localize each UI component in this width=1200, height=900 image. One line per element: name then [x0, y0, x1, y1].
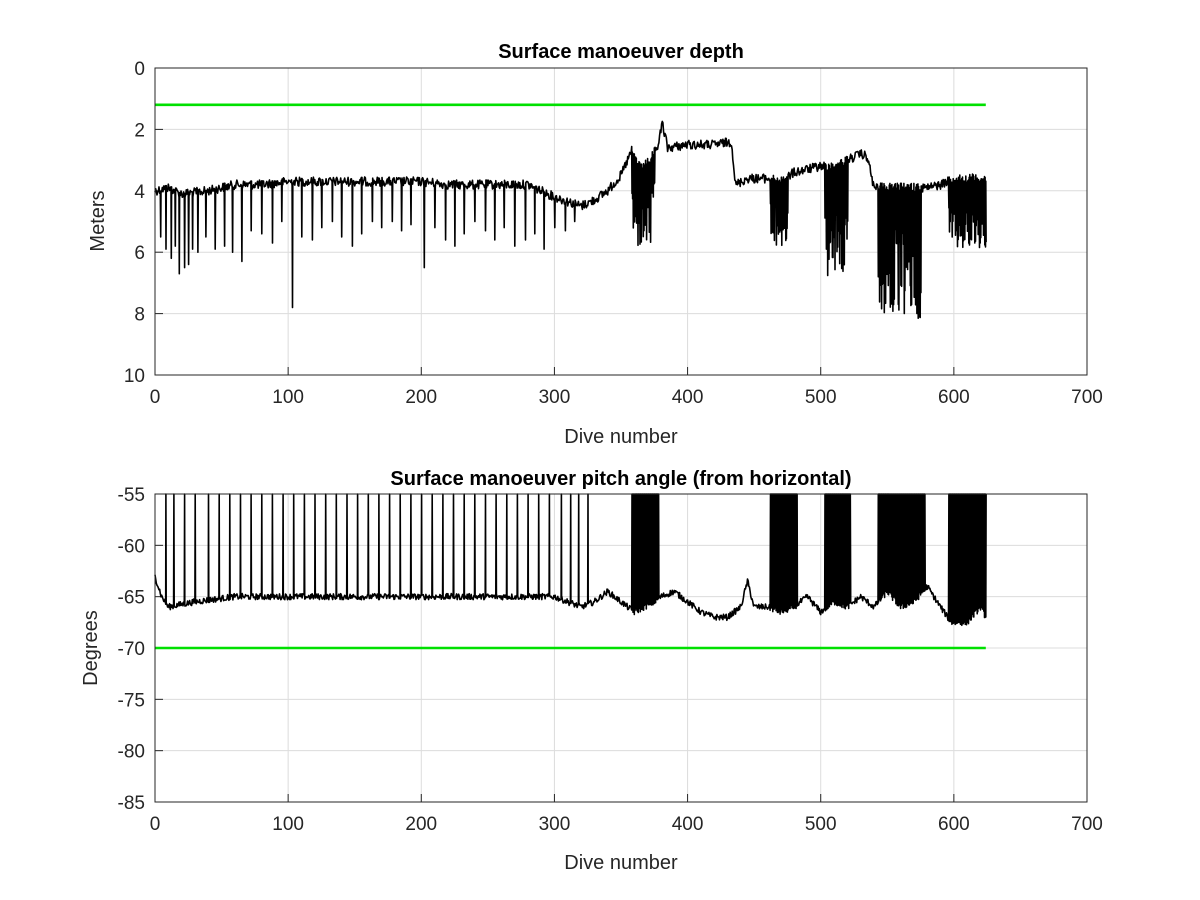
- data-series-line: [154, 493, 987, 627]
- x-tick-label: 700: [1071, 387, 1103, 408]
- x-tick-label: 300: [539, 387, 571, 408]
- pitch-chart-ylabel: Degrees: [80, 610, 102, 686]
- y-tick-label: -60: [118, 536, 145, 557]
- x-tick-label: 300: [539, 814, 571, 835]
- x-tick-label: 0: [150, 387, 161, 408]
- x-tick-label: 0: [150, 814, 161, 835]
- depth-chart-frame: [154, 67, 1088, 376]
- x-tick-label: 600: [938, 814, 970, 835]
- depth-chart: Surface manoeuver depth 0 100 200 300 400 500…: [87, 41, 1103, 448]
- y-tick-label: -85: [118, 793, 145, 814]
- x-tick-label: 400: [672, 387, 704, 408]
- depth-chart-title: Surface manoeuver depth: [498, 41, 744, 63]
- pitch-chart-xlabel: Dive number: [564, 852, 678, 874]
- y-tick-label: 4: [134, 182, 145, 203]
- pitch-chart-frame: [154, 493, 1088, 803]
- y-tick-label: 8: [134, 305, 145, 326]
- x-tick-label: 100: [272, 387, 304, 408]
- pitch-chart: Surface manoeuver pitch angle (from hori…: [80, 468, 1103, 874]
- y-tick-label: -70: [118, 639, 145, 660]
- x-tick-label: 600: [938, 387, 970, 408]
- x-tick-label: 500: [805, 814, 837, 835]
- y-tick-label: -80: [118, 742, 145, 763]
- depth-chart-xlabel: Dive number: [564, 426, 678, 448]
- depth-chart-grid: [154, 67, 1088, 376]
- depth-chart-ticks: 0 100 200 300 400 500 600 700 0 2 4 6 8 10: [124, 59, 1103, 408]
- pitch-chart-title: Surface manoeuver pitch angle (from hori…: [390, 468, 851, 490]
- depth-chart-ylabel: Meters: [87, 190, 109, 251]
- y-tick-label: 2: [134, 120, 145, 141]
- y-tick-label: 6: [134, 243, 145, 264]
- x-tick-label: 100: [272, 814, 304, 835]
- y-tick-label: -55: [118, 485, 145, 506]
- pitch-chart-ticks: 0 100 200 300 400 500 600 700 -55 -60 -65 -70 -75 -80…: [118, 485, 1103, 835]
- y-tick-label: 10: [124, 366, 145, 387]
- x-tick-label: 200: [405, 814, 437, 835]
- pitch-chart-series: [154, 493, 987, 650]
- x-tick-label: 700: [1071, 814, 1103, 835]
- depth-chart-series: [154, 103, 987, 319]
- x-tick-label: 200: [405, 387, 437, 408]
- x-tick-label: 500: [805, 387, 837, 408]
- x-tick-label: 400: [672, 814, 704, 835]
- y-tick-label: 0: [134, 59, 145, 80]
- y-tick-label: -75: [118, 690, 145, 711]
- data-series-line: [154, 120, 987, 319]
- y-tick-label: -65: [118, 588, 145, 609]
